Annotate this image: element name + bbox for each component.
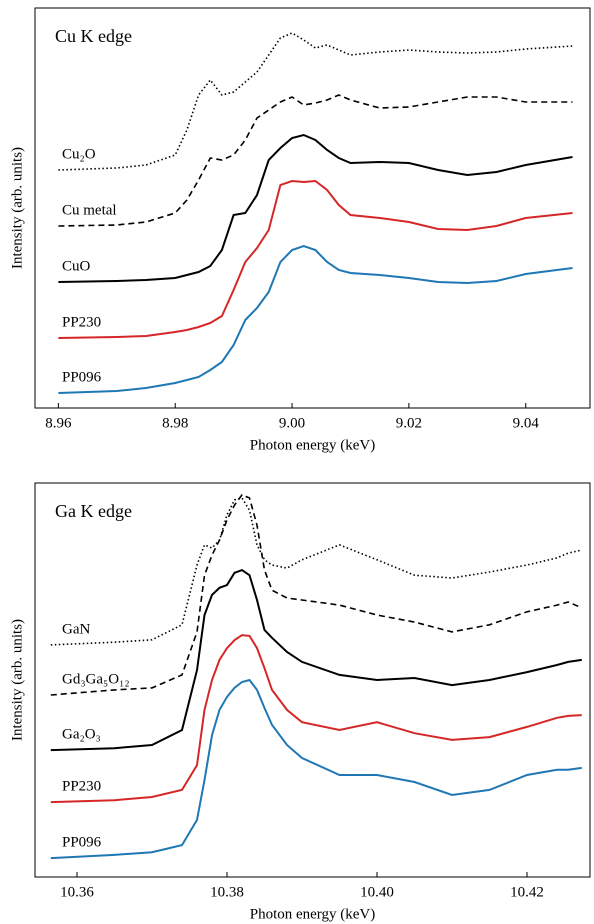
- x-tick-label: 10.42: [510, 884, 544, 900]
- series-line: [50, 678, 582, 860]
- plot-frame: [34, 7, 591, 409]
- series-label: GaN: [62, 621, 90, 637]
- panel-title: Ga K edge: [55, 501, 132, 521]
- series-line: [50, 634, 582, 804]
- y-axis-label: Intensity (arb. units): [9, 147, 25, 269]
- series-label: Cu metal: [62, 202, 117, 218]
- series-label: PP096: [62, 835, 102, 851]
- series-line: [58, 133, 573, 283]
- series-label: PP096: [62, 369, 102, 385]
- x-tick-label: 9.02: [396, 415, 422, 431]
- plot-frame: [34, 482, 591, 878]
- series-label: Ga₂O₃: [62, 727, 101, 743]
- x-tick-label: 10.38: [210, 884, 244, 900]
- series-line: [58, 179, 573, 339]
- series-line: [50, 497, 582, 646]
- series-label: Gd₃Ga₅O₁₂: [62, 671, 130, 687]
- series-line: [58, 32, 573, 171]
- x-tick-label: 8.98: [162, 415, 188, 431]
- x-tick-label: 10.40: [360, 884, 394, 900]
- series-label: CuO: [62, 258, 91, 274]
- x-tick-label: 9.00: [279, 415, 305, 431]
- series-label: PP230: [62, 314, 101, 330]
- series-line: [50, 568, 582, 752]
- series-label: PP230: [62, 779, 101, 795]
- panel-title: Cu K edge: [55, 26, 132, 46]
- y-axis-label: Intensity (arb. units): [9, 619, 25, 741]
- series-label: Cu₂O: [62, 146, 96, 162]
- series-line: [50, 493, 583, 696]
- x-axis-label: Photon energy (keV): [250, 437, 376, 453]
- series-line: [58, 244, 573, 394]
- x-axis-label: Photon energy (keV): [250, 906, 376, 922]
- x-tick-label: 9.04: [513, 415, 540, 431]
- series-line: [58, 94, 573, 227]
- x-tick-label: 10.36: [60, 884, 94, 900]
- x-tick-label: 8.96: [45, 415, 72, 431]
